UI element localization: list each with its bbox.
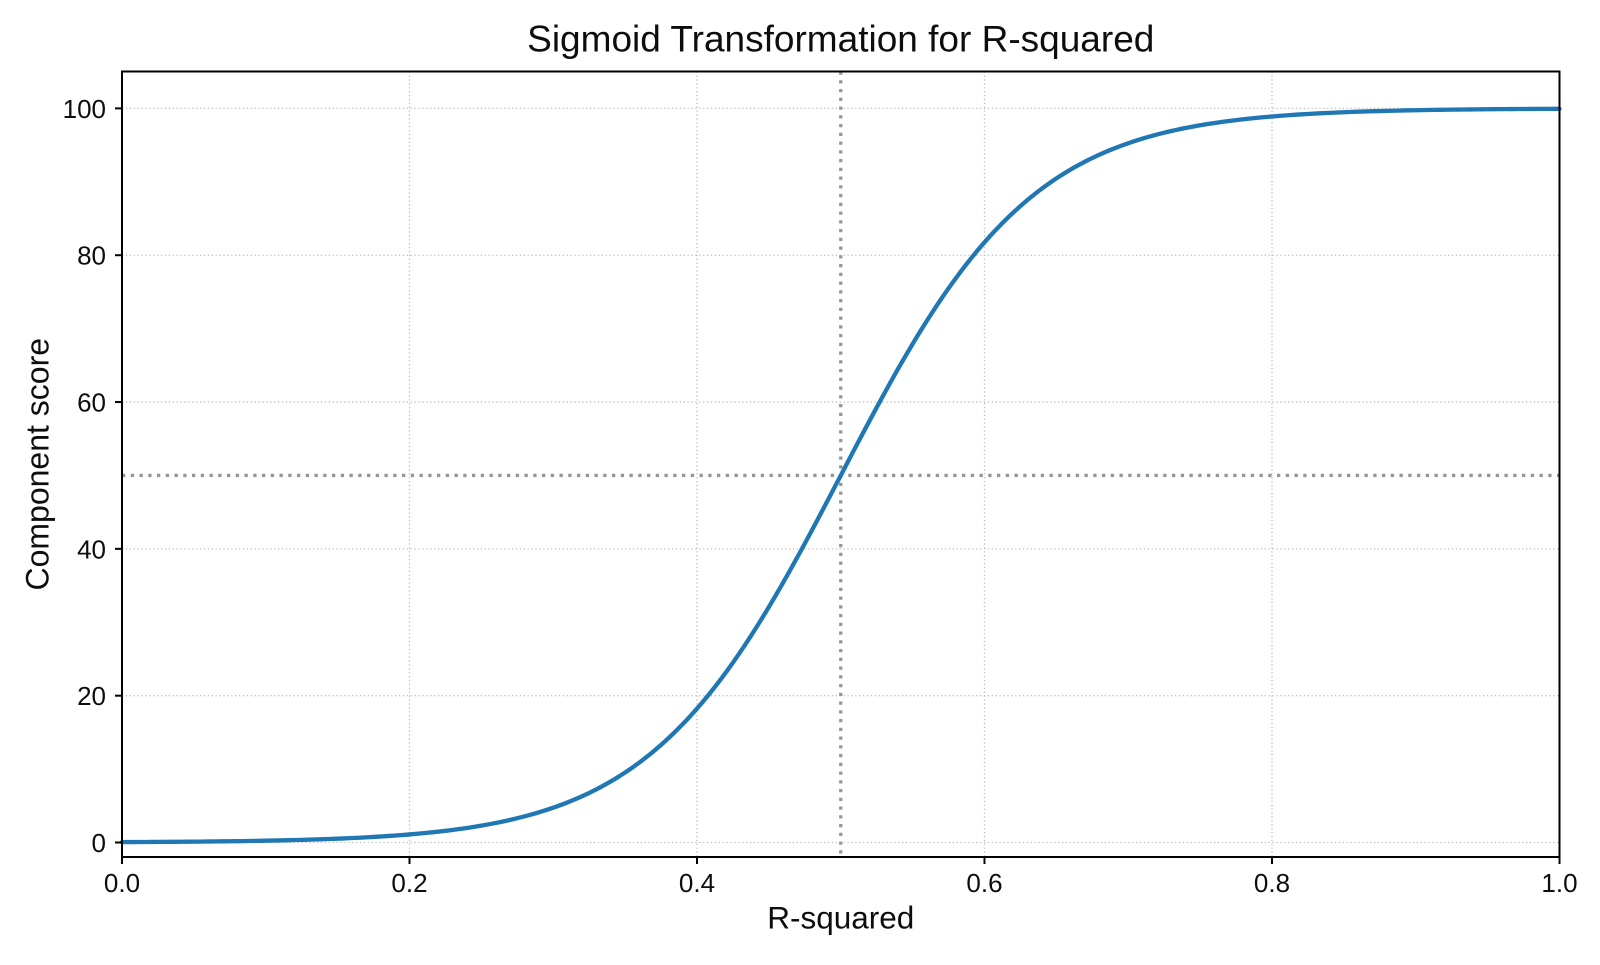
svg-text:0.2: 0.2: [391, 868, 427, 898]
svg-text:1.0: 1.0: [1541, 868, 1577, 898]
svg-text:20: 20: [77, 681, 106, 711]
svg-text:Sigmoid Transformation for R-s: Sigmoid Transformation for R-squared: [527, 19, 1154, 60]
svg-text:80: 80: [77, 241, 106, 271]
svg-text:0: 0: [92, 828, 106, 858]
svg-text:0.4: 0.4: [679, 868, 715, 898]
svg-text:0.6: 0.6: [966, 868, 1002, 898]
svg-text:40: 40: [77, 534, 106, 564]
svg-text:100: 100: [63, 94, 106, 124]
svg-text:60: 60: [77, 388, 106, 418]
svg-text:R-squared: R-squared: [767, 900, 914, 936]
svg-text:Component score: Component score: [20, 338, 56, 591]
svg-text:0.8: 0.8: [1254, 868, 1290, 898]
svg-text:0.0: 0.0: [104, 868, 140, 898]
